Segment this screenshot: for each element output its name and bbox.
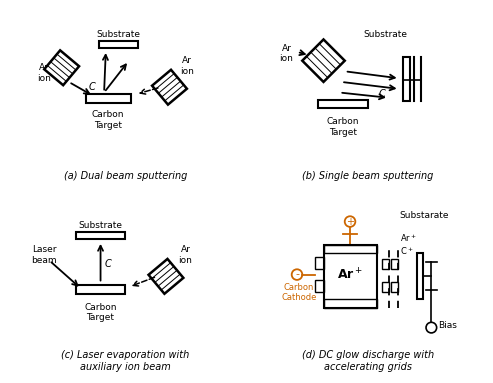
- Bar: [382, 282, 389, 292]
- Bar: [99, 41, 138, 48]
- Text: Carbon
Target: Carbon Target: [84, 303, 117, 322]
- Text: (a) Dual beam sputtering: (a) Dual beam sputtering: [64, 171, 187, 181]
- Text: Carbon
Target: Carbon Target: [91, 110, 124, 129]
- Text: -: -: [295, 270, 299, 280]
- Bar: [323, 244, 377, 254]
- Text: Ar
ion: Ar ion: [180, 56, 194, 76]
- Bar: [390, 282, 398, 292]
- Text: Carbon
Cathode: Carbon Cathode: [281, 283, 317, 302]
- Bar: [76, 232, 125, 239]
- Bar: [315, 257, 323, 269]
- Text: Substarate: Substarate: [399, 211, 449, 220]
- Bar: [417, 254, 423, 300]
- Text: (d) DC glow discharge with
accelerating grids: (d) DC glow discharge with accelerating …: [302, 350, 434, 372]
- Text: (b) Single beam sputtering: (b) Single beam sputtering: [302, 171, 433, 181]
- Text: (c) Laser evaporation with
auxiliary ion beam: (c) Laser evaporation with auxiliary ion…: [61, 350, 189, 372]
- Text: C: C: [88, 82, 95, 92]
- Text: Ar
ion: Ar ion: [37, 63, 51, 83]
- Text: Carbon
Target: Carbon Target: [327, 117, 359, 137]
- Bar: [390, 259, 398, 269]
- Text: C: C: [379, 89, 385, 99]
- Bar: [323, 300, 377, 308]
- Bar: [315, 280, 323, 292]
- Text: Bias: Bias: [438, 321, 458, 331]
- Text: C: C: [104, 259, 111, 269]
- Bar: [323, 244, 377, 308]
- Bar: [318, 100, 368, 108]
- Text: Ar$^+$
C$^+$: Ar$^+$ C$^+$: [399, 232, 416, 257]
- Text: Substrate: Substrate: [363, 31, 407, 39]
- Text: +: +: [346, 216, 354, 227]
- Bar: [76, 285, 125, 294]
- Bar: [86, 94, 131, 103]
- Text: Ar
ion: Ar ion: [280, 44, 293, 63]
- Text: Laser
beam: Laser beam: [31, 246, 57, 265]
- Text: Substrate: Substrate: [96, 31, 140, 39]
- Text: Ar$^+$: Ar$^+$: [337, 267, 363, 282]
- Bar: [382, 259, 389, 269]
- Text: Ar
ion: Ar ion: [178, 246, 192, 265]
- Text: Substrate: Substrate: [78, 221, 123, 231]
- Bar: [403, 57, 410, 101]
